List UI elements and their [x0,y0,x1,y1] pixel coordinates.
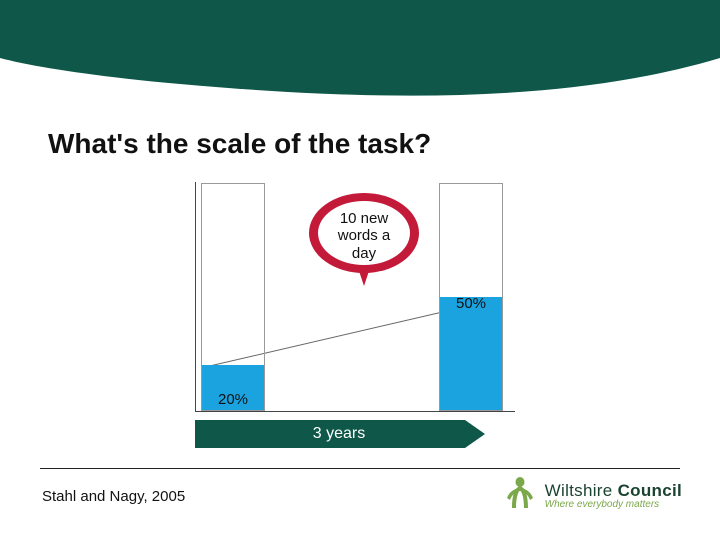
callout-bubble: 10 new words a day [308,192,420,287]
timespan-arrow: 3 years [195,420,485,448]
logo-word-2: Council [618,481,682,500]
arrow-head-icon [465,420,485,448]
header-swoop [0,0,720,110]
bar-2-fill [440,297,502,410]
bar-1-label: 20% [202,391,264,408]
logo-mark-icon [503,476,537,514]
timespan-arrow-label: 3 years [195,420,465,448]
bar-1: 20% [201,183,265,411]
logo-text: Wiltshire Council Where everybody matter… [545,481,682,510]
bubble-line-3: day [308,245,420,262]
logo: Wiltshire Council Where everybody matter… [503,476,682,514]
bar-2: 50% [439,183,503,411]
citation-text: Stahl and Nagy, 2005 [42,488,185,505]
divider [40,468,680,469]
page-title: What's the scale of the task? [48,128,431,160]
chart-area: 20% 50% 10 new words a day [195,182,515,412]
logo-word-1: Wiltshire [545,481,613,500]
bar-2-label: 50% [440,293,502,312]
bubble-line-1: 10 new [308,210,420,227]
bubble-line-2: words a [308,227,420,244]
